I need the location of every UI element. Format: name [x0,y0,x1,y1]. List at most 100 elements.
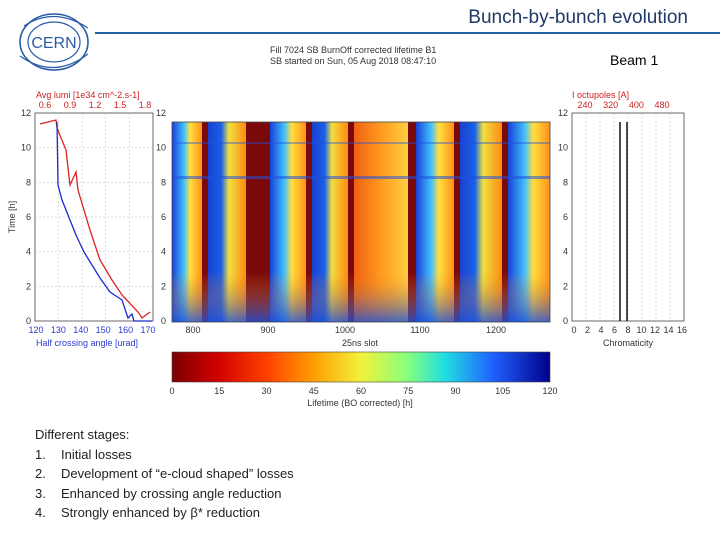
colorbar-label: Lifetime (BO corrected) [h] [307,398,413,408]
gap-5 [408,122,416,322]
stage-num: 1. [35,446,46,462]
left-top-tick: 1.2 [89,100,102,110]
right-y-tick: 0 [563,316,568,326]
colorbar-tick: 30 [261,386,271,396]
right-top-tick: 240 [577,100,592,110]
left-top-tick: 0.6 [39,100,52,110]
lifetime-figure: Avg lumi [1e34 cm^-2.s-1] 0.6 0.9 1.2 1.5 1.… [7,90,687,408]
stage-text: Initial losses [61,446,132,462]
left-y-tick: 2 [26,281,31,291]
left-bottom-tick: 150 [96,325,111,335]
center-y-tick: 4 [161,247,166,257]
colorbar-tick: 0 [169,386,174,396]
colorbar-tick: 75 [403,386,413,396]
band-8h [172,176,550,179]
right-bottom-tick: 16 [677,325,687,335]
right-y-tick: 4 [563,247,568,257]
left-y-axis-label: Time [h] [7,201,17,233]
colorbar-tick: 90 [450,386,460,396]
right-top-tick: 480 [654,100,669,110]
stage-num: 2. [35,466,46,481]
right-bottom-tick: 4 [598,325,603,335]
right-bottom-tick: 8 [625,325,630,335]
right-top-tick: 400 [629,100,644,110]
right-bottom-tick: 10 [636,325,646,335]
right-y-tick: 12 [558,108,568,118]
left-y-tick: 10 [21,143,31,153]
gap-1 [202,122,208,322]
right-top-tick: 320 [603,100,618,110]
right-bottom-tick: 12 [650,325,660,335]
right-y-tick: 8 [563,177,568,187]
figure-title-line1: Fill 7024 SB BurnOff corrected lifetime … [270,45,437,55]
left-bottom-tick: 160 [118,325,133,335]
center-y-tick: 2 [161,281,166,291]
stage-item-2: 2. Development of “e-cloud shaped” losses [35,464,294,484]
stage-item-3: 3. Enhanced by crossing angle reduction [35,484,294,504]
right-y-tick: 6 [563,212,568,222]
stage-text: Strongly enhanced by β* reduction [61,505,260,520]
stage-item-4: 4. Strongly enhanced by β* reduction [35,503,294,523]
left-top-tick: 0.9 [64,100,77,110]
stages-list: Different stages: 1. Initial losses 2. Dev… [35,425,294,523]
figure-title-line2: SB started on Sun, 05 Aug 2018 08:47:10 [270,56,437,66]
left-y-tick: 12 [21,108,31,118]
gap-4 [348,122,354,322]
left-top-tick: 1.5 [114,100,127,110]
left-bottom-tick: 130 [51,325,66,335]
colorbar-tick: 15 [214,386,224,396]
right-bottom-tick: 0 [571,325,576,335]
cern-logo-text: CERN [31,35,76,52]
right-top-axis-label: I octupoles [A] [572,90,629,100]
right-bottom-tick: 2 [585,325,590,335]
heatmap-frame [171,121,551,323]
gap-7 [502,122,508,322]
left-panel: Avg lumi [1e34 cm^-2.s-1] 0.6 0.9 1.2 1.5 1.… [7,90,156,348]
left-top-axis-label: Avg lumi [1e34 cm^-2.s-1] [36,90,140,100]
cern-logo: CERN [14,6,94,78]
colorbar-tick: 45 [309,386,319,396]
colorbar-tick: 105 [495,386,510,396]
left-y-tick: 4 [26,247,31,257]
stages-heading: Different stages: [35,427,130,442]
left-bottom-tick: 140 [73,325,88,335]
gap-3 [306,122,312,322]
right-y-tick: 2 [563,281,568,291]
center-x-tick: 800 [185,325,200,335]
stage-text: Enhanced by crossing angle reduction [61,485,282,501]
left-bottom-tick: 170 [140,325,155,335]
center-x-tick: 1200 [486,325,506,335]
center-x-tick: 900 [260,325,275,335]
colorbar-tick: 120 [542,386,557,396]
slide-title: Bunch-by-bunch evolution [468,7,688,28]
colorbar-gradient [171,351,551,383]
center-x-tick: 1100 [410,325,429,335]
center-x-axis-label: 25ns slot [342,338,379,348]
center-y-tick: 6 [161,212,166,222]
stage-text: Development of “e-cloud shaped” losses [61,466,294,481]
stage-num: 3. [35,485,46,501]
stage-num: 4. [35,505,46,520]
left-y-tick: 8 [26,177,31,187]
center-y-tick: 8 [161,177,166,187]
right-bottom-axis-label: Chromaticity [603,338,654,348]
colorbar: 0 15 30 45 60 75 90 105 120 Lifetime (BO correct… [169,351,558,408]
avg-lumi-curve [39,119,151,319]
beam-label: Beam 1 [610,52,659,68]
left-bottom-axis-label: Half crossing angle [urad] [36,338,138,348]
center-y-tick: 10 [156,143,166,153]
band-11h [172,142,550,144]
right-bottom-tick: 6 [612,325,617,335]
header-divider [95,32,720,34]
right-bottom-tick: 14 [663,325,673,335]
crossing-angle-curve [56,121,152,322]
center-y-tick: 0 [161,316,166,326]
center-x-tick: 1000 [335,325,355,335]
gap-6 [454,122,460,322]
right-y-tick: 10 [558,143,568,153]
left-bottom-tick: 120 [28,325,43,335]
stage-item-1: 1. Initial losses [35,445,294,465]
left-y-tick: 6 [26,212,31,222]
left-y-tick: 0 [26,316,31,326]
